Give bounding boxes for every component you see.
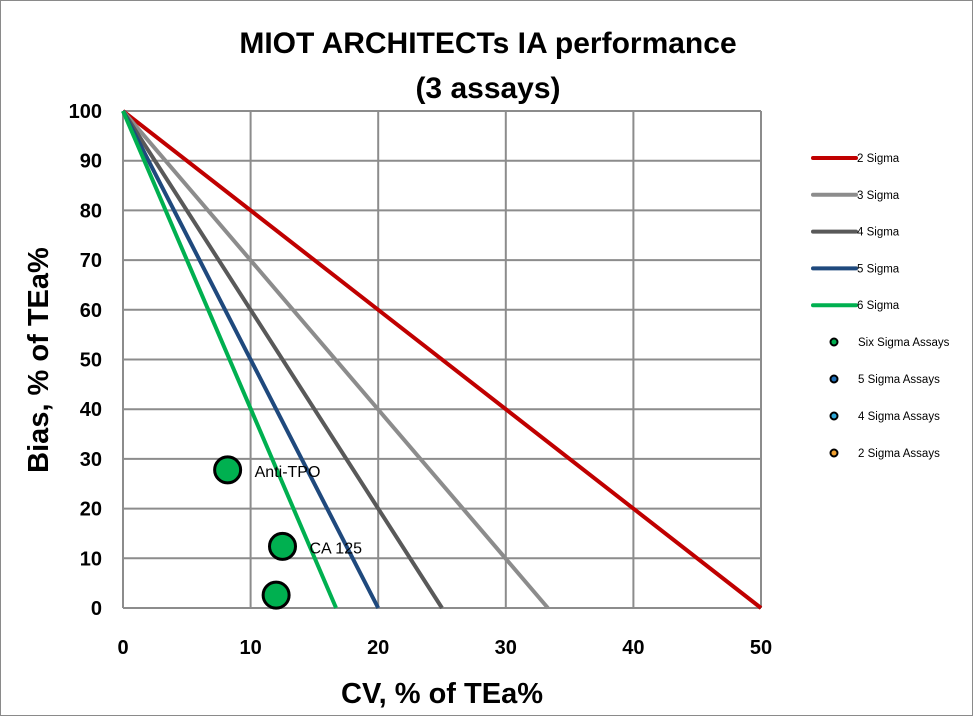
x-tick-label: 0 (117, 637, 128, 659)
legend-label: 5 Sigma Assays (858, 374, 940, 386)
data-point-label: Anti-TPO (255, 464, 321, 481)
legend-marker-swatch (829, 411, 839, 421)
series-line-4-sigma (121, 109, 444, 610)
legend-label: 2 Sigma (857, 153, 900, 165)
legend-marker-swatch (829, 448, 839, 458)
legend-label: 3 Sigma (857, 190, 900, 202)
legend-marker-swatch (829, 374, 839, 384)
x-tick-label: 30 (495, 637, 517, 659)
legend-label: 4 Sigma Assays (858, 411, 940, 423)
legend-label: 6 Sigma (857, 300, 900, 312)
chart-title-line-2: (3 assays) (415, 72, 560, 105)
series-line-5-sigma (121, 110, 380, 609)
y-tick-label: 80 (80, 200, 102, 222)
data-point (261, 580, 291, 610)
y-tick-label: 100 (69, 101, 102, 123)
data-point (268, 531, 297, 561)
x-tick-label: 10 (239, 637, 261, 659)
data-point (213, 455, 243, 485)
y-tick-label: 40 (80, 399, 102, 421)
y-tick-label: 60 (80, 300, 102, 322)
series-line-6-sigma (121, 110, 338, 609)
x-tick-label: 20 (367, 637, 389, 659)
legend-marker-swatch (829, 337, 839, 347)
series-line-3-sigma (121, 109, 550, 610)
legend-label: 4 Sigma (857, 227, 900, 239)
series-line-2-sigma (121, 109, 763, 610)
x-tick-label: 50 (750, 637, 772, 659)
y-tick-label: 50 (80, 350, 102, 372)
y-tick-label: 30 (80, 449, 102, 471)
y-axis-label: Bias, % of TEa% (23, 247, 55, 473)
y-tick-label: 10 (80, 548, 102, 570)
x-tick-label: 40 (622, 637, 644, 659)
y-tick-label: 70 (80, 250, 102, 272)
legend-label: Six Sigma Assays (858, 337, 950, 349)
y-tick-label: 0 (91, 598, 102, 620)
y-tick-label: 20 (80, 499, 102, 521)
data-point-label: CA 125 (310, 540, 363, 557)
legend-label: 5 Sigma (857, 263, 900, 275)
y-tick-label: 90 (80, 151, 102, 173)
x-axis-label: CV, % of TEa% (341, 678, 543, 710)
chart-title-line-1: MIOT ARCHITECTs IA performance (239, 27, 736, 60)
legend-label: 2 Sigma Assays (858, 448, 940, 460)
